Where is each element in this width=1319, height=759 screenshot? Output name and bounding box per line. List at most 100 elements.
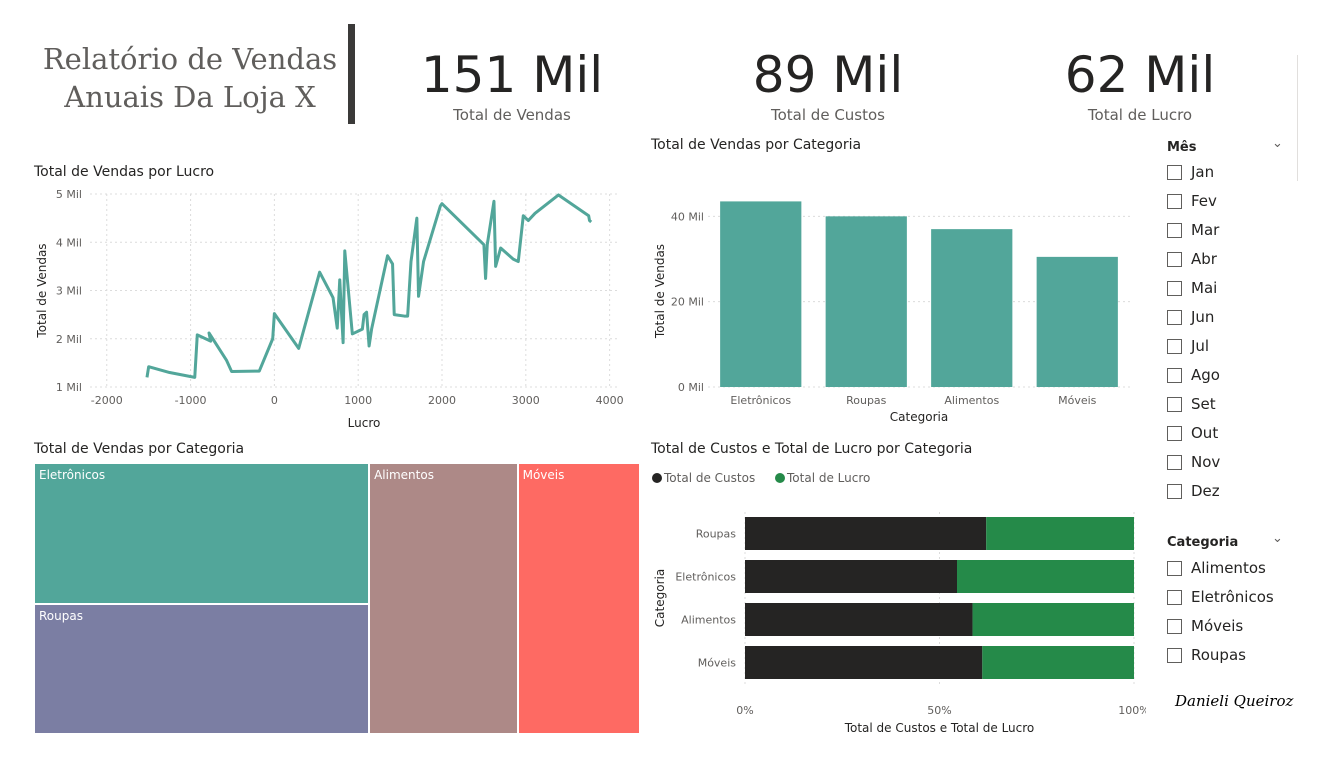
bar	[931, 229, 1013, 387]
checkbox-icon[interactable]	[1167, 396, 1182, 412]
month-option-1[interactable]: Fev	[1167, 189, 1217, 213]
month-option-0[interactable]: Jan	[1167, 160, 1214, 184]
treemap-cell[interactable]: Roupas	[34, 604, 370, 734]
bar-segment	[745, 603, 973, 636]
checkbox-icon[interactable]	[1167, 618, 1182, 634]
x-tick-label: 4000	[596, 394, 624, 407]
kpi-value: 151 Mil	[420, 46, 604, 104]
month-option-11[interactable]: Dez	[1167, 479, 1220, 503]
bar-segment	[972, 603, 1134, 636]
bar-segment	[986, 517, 1134, 550]
slicer-item-label: Dez	[1191, 482, 1220, 500]
chevron-down-icon[interactable]: ⌄	[1272, 531, 1283, 546]
checkbox-icon[interactable]	[1167, 589, 1182, 605]
checkbox-icon[interactable]	[1167, 164, 1182, 180]
month-option-6[interactable]: Jul	[1167, 334, 1209, 358]
treemap-title: Total de Vendas por Categoria	[34, 441, 245, 457]
column-chart[interactable]: 0 Mil 20 Mil 40 Mil Eletrônicos Roupas Alimen…	[646, 190, 1136, 430]
slicer-item-label: Jul	[1191, 337, 1210, 355]
category-option-1[interactable]: Eletrônicos	[1167, 585, 1274, 609]
bar-segment	[957, 560, 1134, 593]
slicer-item-label: Jun	[1191, 308, 1215, 326]
kpi-total-lucro[interactable]: 62 Mil Total de Lucro	[990, 44, 1290, 124]
category-option-0[interactable]: Alimentos	[1167, 556, 1266, 580]
slicer-item-label: Fev	[1191, 192, 1217, 210]
bar-segment	[745, 646, 983, 679]
month-option-10[interactable]: Nov	[1167, 450, 1220, 474]
category-option-2[interactable]: Móveis	[1167, 614, 1243, 638]
legend-label: Total de Lucro	[786, 471, 870, 485]
bar	[825, 216, 907, 387]
checkbox-icon[interactable]	[1167, 425, 1182, 441]
checkbox-icon[interactable]	[1167, 251, 1182, 267]
category-option-3[interactable]: Roupas	[1167, 643, 1246, 667]
month-option-2[interactable]: Mar	[1167, 218, 1219, 242]
stacked-bar-chart[interactable]: Total de Custos Total de Lucro 0% 50% 100% Ro…	[646, 466, 1146, 738]
checkbox-icon[interactable]	[1167, 367, 1182, 383]
kpi-total-custos[interactable]: 89 Mil Total de Custos	[678, 44, 978, 124]
report-title-line2: Anuais Da Loja X	[64, 80, 316, 114]
treemap-cell-label: Alimentos	[374, 468, 434, 482]
treemap-cell[interactable]: Móveis	[517, 463, 640, 734]
checkbox-icon[interactable]	[1167, 560, 1182, 576]
checkbox-icon[interactable]	[1167, 338, 1182, 354]
x-axis-label: Total de Custos e Total de Lucro	[844, 721, 1035, 735]
y-tick-label: Alimentos	[681, 614, 736, 627]
y-axis-label: Total de Vendas	[653, 244, 667, 339]
bar-segment	[982, 646, 1134, 679]
kpi-value: 62 Mil	[1064, 46, 1216, 104]
x-tick-label: Alimentos	[944, 394, 999, 407]
category-slicer-title: Categoria	[1167, 535, 1239, 550]
slicer-item-label: Abr	[1191, 250, 1217, 268]
slicer-item-label: Jan	[1191, 163, 1215, 181]
slicer-item-label: Móveis	[1191, 617, 1244, 635]
treemap-cell-label: Roupas	[39, 609, 83, 624]
report-title: Relatório de Vendas Anuais Da Loja X	[40, 40, 340, 116]
y-tick-label: 2 Mil	[56, 333, 82, 346]
y-axis-label: Total de Vendas	[35, 243, 49, 338]
slicer-item-label: Ago	[1191, 366, 1220, 384]
slicer-item-label: Out	[1191, 424, 1219, 442]
y-tick-label: Eletrônicos	[675, 571, 736, 584]
checkbox-icon[interactable]	[1167, 454, 1182, 470]
x-tick-label: 0	[271, 394, 278, 407]
treemap-cell[interactable]: Eletrônicos	[34, 463, 370, 605]
chevron-down-icon[interactable]: ⌄	[1272, 136, 1283, 151]
checkbox-icon[interactable]	[1167, 280, 1182, 296]
y-tick-label: 40 Mil	[671, 210, 704, 223]
bar-segment	[745, 560, 958, 593]
treemap-cell[interactable]: Alimentos	[369, 463, 518, 734]
y-axis-label: Categoria	[653, 569, 667, 627]
y-tick-label: Roupas	[696, 528, 737, 541]
checkbox-icon[interactable]	[1167, 222, 1182, 238]
kpi-total-vendas[interactable]: 151 Mil Total de Vendas	[362, 44, 662, 124]
legend-label: Total de Custos	[663, 471, 755, 485]
checkbox-icon[interactable]	[1167, 647, 1182, 663]
column-chart-title: Total de Vendas por Categoria	[651, 137, 862, 153]
section-divider	[1297, 55, 1298, 181]
y-tick-label: 1 Mil	[56, 381, 82, 394]
month-option-4[interactable]: Mai	[1167, 276, 1217, 300]
month-option-3[interactable]: Abr	[1167, 247, 1217, 271]
kpi-value: 89 Mil	[752, 46, 904, 104]
month-option-9[interactable]: Out	[1167, 421, 1218, 445]
legend-marker	[652, 473, 662, 483]
x-tick-label: 2000	[428, 394, 456, 407]
checkbox-icon[interactable]	[1167, 193, 1182, 209]
line-chart[interactable]: 1 Mil 2 Mil 3 Mil 4 Mil 5 Mil -2000 -1000 0 1000…	[30, 182, 640, 432]
x-axis-label: Lucro	[348, 416, 381, 430]
x-axis-label: Categoria	[890, 410, 948, 424]
x-tick-label: -2000	[91, 394, 123, 407]
treemap[interactable]: Eletrônicos Roupas Alimentos Móveis	[34, 463, 640, 734]
checkbox-icon[interactable]	[1167, 309, 1182, 325]
x-tick-label: 50%	[927, 704, 951, 717]
treemap-cell-label: Móveis	[522, 468, 565, 482]
month-option-5[interactable]: Jun	[1167, 305, 1214, 329]
author-signature: Danieli Queiroz	[1175, 692, 1294, 710]
slicer-item-label: Mai	[1191, 279, 1218, 297]
month-option-7[interactable]: Ago	[1167, 363, 1220, 387]
month-option-8[interactable]: Set	[1167, 392, 1216, 416]
x-tick-label: 1000	[344, 394, 372, 407]
title-divider	[348, 24, 355, 124]
checkbox-icon[interactable]	[1167, 483, 1182, 499]
